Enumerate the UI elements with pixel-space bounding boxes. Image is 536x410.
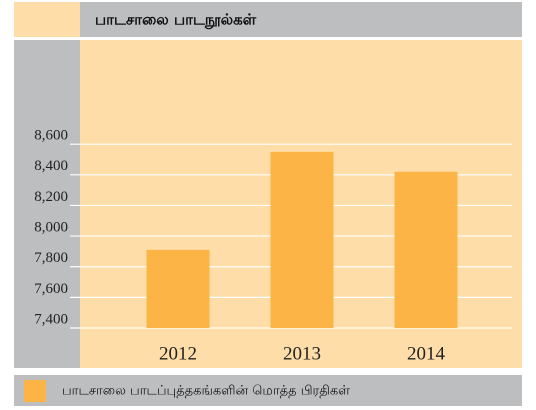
legend-bar (14, 375, 522, 406)
header-bar (80, 2, 522, 37)
x-tick-label: 2013 (283, 343, 321, 364)
legend-label: பாடசாலை பாடப்புத்தகங்களின் மொத்த பிரதிகள… (62, 384, 350, 399)
bar (146, 249, 210, 328)
x-tick-label: 2014 (407, 343, 446, 364)
bar (394, 171, 458, 328)
header-swatch (14, 2, 80, 37)
y-tick-label: 8,600 (34, 128, 68, 144)
legend-swatch (24, 380, 46, 402)
bar (270, 151, 334, 328)
y-tick-label: 8,400 (34, 158, 68, 174)
x-tick-label: 2012 (159, 343, 197, 364)
y-tick-label: 7,600 (34, 281, 68, 297)
y-tick-label: 7,800 (34, 250, 68, 266)
axis-panel (14, 40, 80, 368)
chart-title: பாடசாலை பாடநூல்கள் (95, 11, 257, 30)
y-tick-label: 8,000 (34, 220, 68, 236)
y-tick-label: 7,400 (34, 311, 68, 327)
y-tick-label: 8,200 (34, 189, 68, 205)
